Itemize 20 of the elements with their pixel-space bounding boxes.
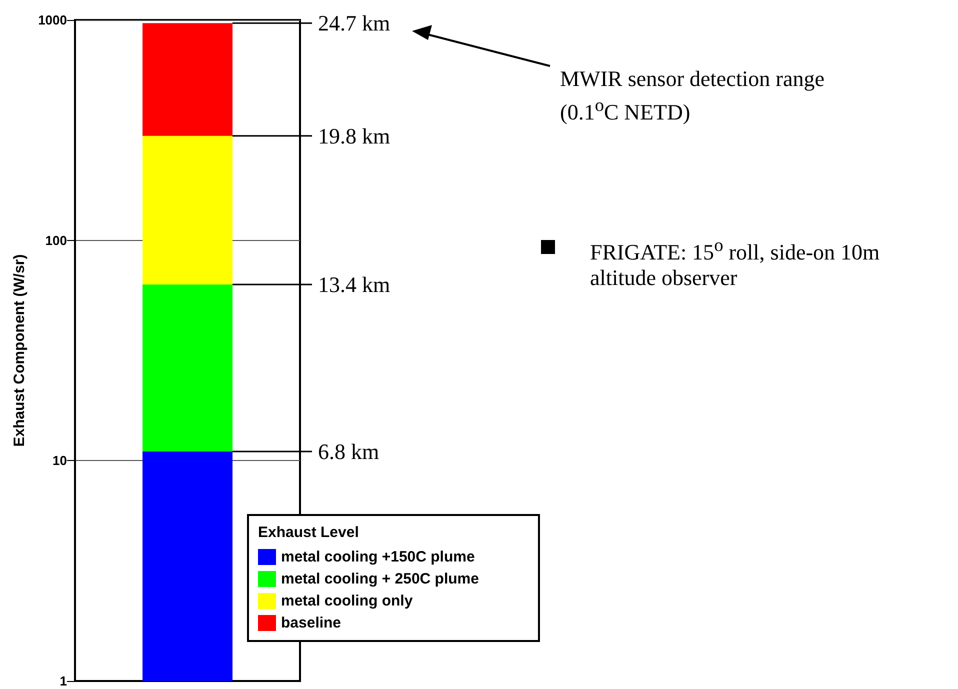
legend-label: metal cooling + 250C plume <box>281 570 479 588</box>
legend-label: baseline <box>281 614 342 632</box>
text: 24.7 km <box>318 10 390 36</box>
bar <box>142 452 232 681</box>
bar <box>142 23 232 136</box>
y-tick-label: 100 <box>45 232 67 248</box>
text: 19.8 km <box>318 123 390 148</box>
y-tick-label: 1000 <box>38 12 67 28</box>
text: 13.4 km <box>318 272 390 298</box>
bar <box>142 284 232 452</box>
y-tick-label: 1 <box>60 674 67 688</box>
text: MWIR sensor detection range (0.1$^{o}$C NETD) <box>560 66 826 126</box>
legend-label: metal cooling only <box>281 592 414 610</box>
legend-label: metal cooling +150C plume <box>281 548 475 566</box>
text: 6.8 km <box>318 439 380 464</box>
legend-title: Exhaust Level <box>258 524 359 541</box>
y-tick-label: 10 <box>52 453 67 468</box>
text: FRIGATE: 15$^{o}$ roll, side-on 10m altitude observer <box>590 234 881 292</box>
y-axis-title: Exhaust Component (W/sr) <box>11 254 28 447</box>
bar <box>142 136 232 285</box>
